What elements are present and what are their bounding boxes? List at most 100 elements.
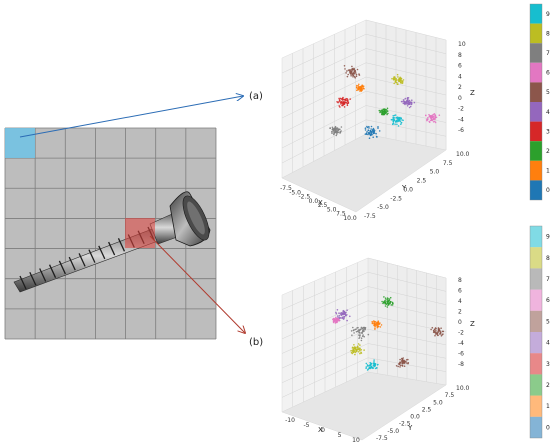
scatter-point-class-8 <box>400 78 402 80</box>
scatter-point-class-9 <box>394 114 397 116</box>
scatter-point-class-2 <box>384 305 387 307</box>
scatter-point-class-1 <box>360 87 362 90</box>
scatter-point-class-7 <box>363 335 366 338</box>
scatter-point-class-4 <box>344 312 347 314</box>
scatter-point-class-5 <box>352 72 355 75</box>
scatter-point-class-1 <box>374 323 377 326</box>
scatter-point-class-2 <box>384 301 387 303</box>
scatter-point-class-9 <box>394 123 396 125</box>
tick-label: 0 <box>458 319 462 326</box>
scatter-point-class-2 <box>387 112 389 115</box>
tick-label: 8 <box>458 52 462 59</box>
scatter-point-class-4 <box>404 103 406 106</box>
scatter-point-class-7 <box>367 333 370 336</box>
scatter-point-class-8 <box>359 347 361 350</box>
scatter-point-class-5 <box>353 68 355 71</box>
scatter-point-class-4 <box>403 99 405 101</box>
colorbar-tick: 4 <box>546 340 550 347</box>
scatter-point-class-5 <box>434 328 436 330</box>
scatter-point-class-8 <box>357 345 359 348</box>
scatter-point-class-4 <box>342 316 344 318</box>
scatter-point-class-1 <box>380 324 383 326</box>
scatter-points-b <box>332 296 445 371</box>
scatter-point-class-4 <box>406 100 408 102</box>
tick-label: 2.5 <box>417 178 427 185</box>
scatter-point-class-0 <box>365 133 368 135</box>
scatter-point-class-5 <box>343 65 346 67</box>
scatter-point-class-0 <box>375 132 377 135</box>
scatter-point-class-3 <box>346 103 349 105</box>
colorbar-swatch-1 <box>530 160 542 181</box>
scatter-point-class-7 <box>359 328 362 331</box>
scatter-point-class-2 <box>382 112 385 115</box>
scatter-point-class-1 <box>372 320 375 322</box>
scatter-point-class-5 <box>439 331 442 334</box>
scatter-point-class-8 <box>391 77 393 80</box>
scatter-point-class-5 <box>399 364 402 367</box>
scatter-point-class-2 <box>384 108 386 110</box>
scatter-point-class-5 <box>358 74 361 76</box>
scatter-point-class-6 <box>432 116 434 118</box>
tick-label: 6 <box>458 288 462 295</box>
scatter-point-class-5 <box>401 357 403 360</box>
scatter-point-class-5 <box>348 70 351 72</box>
scatter-point-class-1 <box>361 84 363 87</box>
tick-label: 2 <box>458 309 462 316</box>
scatter-point-class-7 <box>331 128 334 131</box>
x-ticks-b: -10 -5 0 5 10 <box>285 417 360 443</box>
scatter-point-class-6 <box>433 113 436 115</box>
scatter-point-class-5 <box>431 326 434 329</box>
scatter-point-class-4 <box>344 314 347 317</box>
scatter-point-class-4 <box>409 105 412 108</box>
scatter-point-class-9 <box>393 119 396 122</box>
colorbar-swatch-3 <box>530 121 542 142</box>
scatter-point-class-4 <box>404 101 407 103</box>
scatter-point-class-9 <box>371 367 374 370</box>
scatter-point-class-1 <box>371 322 374 324</box>
tick-label: 0.0 <box>309 198 319 205</box>
scatter-point-class-3 <box>344 101 347 103</box>
scatter-point-class-1 <box>362 85 365 87</box>
scatter-point-class-8 <box>354 351 357 354</box>
colorbar-tick: 6 <box>546 70 550 77</box>
scatter-point-class-4 <box>404 97 407 100</box>
scatter-point-class-7 <box>357 330 359 333</box>
scatter-point-class-7 <box>361 331 364 333</box>
scatter-point-class-7 <box>334 125 337 128</box>
tick-label: 5.0 <box>327 206 337 213</box>
scatter-point-class-3 <box>344 98 346 101</box>
scatter-point-class-4 <box>403 100 406 103</box>
scatter-point-class-5 <box>438 330 441 332</box>
scatter-point-class-5 <box>353 75 356 78</box>
scatter-point-class-9 <box>372 362 375 365</box>
scatter-point-class-4 <box>342 318 345 320</box>
scatter-point-class-5 <box>401 365 404 367</box>
tick-label: -7.5 <box>280 185 292 192</box>
scatter-point-class-7 <box>337 131 340 133</box>
scatter-point-class-4 <box>407 98 409 101</box>
scatter-point-class-0 <box>372 127 375 130</box>
plot-a: -7.5-5.0-2.50.02.55.07.510.0 10.07.55.02… <box>280 19 475 222</box>
colorbar-swatch-4 <box>530 332 542 354</box>
scatter-point-class-2 <box>389 296 392 299</box>
scatter-point-class-9 <box>369 361 372 364</box>
scatter-point-class-1 <box>362 87 365 90</box>
scatter-point-class-5 <box>353 70 356 73</box>
scatter-point-class-2 <box>391 302 394 304</box>
label-b: (b) <box>249 337 263 348</box>
scatter-point-class-8 <box>395 81 397 84</box>
scatter-point-class-8 <box>397 76 399 78</box>
scatter-point-class-9 <box>369 364 371 366</box>
scatter-point-class-4 <box>335 311 337 314</box>
scatter-point-class-0 <box>375 135 378 138</box>
scatter-point-class-8 <box>395 78 398 80</box>
scatter-point-class-6 <box>435 116 438 119</box>
tick-label: 10.0 <box>456 151 470 158</box>
scatter-point-class-8 <box>350 349 352 352</box>
colorbar-swatch-1 <box>530 395 542 417</box>
scatter-point-class-8 <box>356 350 358 353</box>
scatter-point-class-7 <box>350 330 353 332</box>
tick-label: -6 <box>458 351 464 358</box>
tick-label: -8 <box>458 361 464 368</box>
scatter-point-class-8 <box>355 348 357 351</box>
